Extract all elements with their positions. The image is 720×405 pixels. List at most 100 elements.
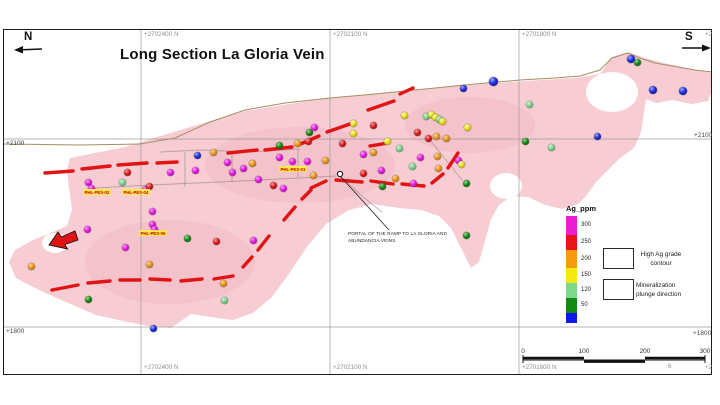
scale-bar <box>522 355 706 363</box>
drill-intercept-dot <box>279 184 287 192</box>
legend-band-value: 250 <box>581 239 592 245</box>
elevation-label: +1800 <box>693 330 712 337</box>
drill-intercept-dot <box>239 164 247 172</box>
legend-band-value: 300 <box>581 222 592 228</box>
drill-intercept-dot <box>649 86 657 94</box>
white-gap <box>586 72 638 112</box>
drill-intercept-dot <box>191 166 199 174</box>
drill-intercept-dot <box>193 151 201 159</box>
drill-intercept-dot <box>303 157 311 165</box>
scale-tick-label: 200 <box>639 348 651 355</box>
drill-intercept-dot <box>383 137 391 145</box>
drill-intercept-dot <box>433 152 441 160</box>
drill-intercept-dot <box>293 139 301 147</box>
scale-tick-label: 300 <box>699 348 711 355</box>
drill-intercept-dot <box>679 87 687 95</box>
drill-intercept-dot <box>427 110 435 118</box>
pink-mottling <box>85 220 255 304</box>
drill-intercept-dot <box>416 153 424 161</box>
legend-contour-box <box>603 248 634 269</box>
drill-intercept-dot <box>488 76 498 86</box>
drill-intercept-dot <box>84 178 92 186</box>
drill-intercept-dot <box>275 141 283 149</box>
white-gap <box>490 173 522 199</box>
drillhole-label: PHL-PES-02 <box>83 189 111 196</box>
drill-intercept-dot <box>378 182 386 190</box>
scale-tick-label: 0 <box>521 348 525 355</box>
drill-intercept-dot <box>288 157 296 165</box>
drill-intercept-dot <box>462 179 470 187</box>
drill-intercept-dot <box>627 55 635 63</box>
legend-color-band <box>566 298 577 313</box>
elevation-label: +2100 <box>694 132 713 139</box>
portal-annotation-line2: ABUNDANCIA VEINS. <box>348 238 397 244</box>
drill-intercept-dot <box>633 58 641 66</box>
high-ag-grade-contour <box>43 86 460 292</box>
drillhole-label: PHL-PES-04 <box>122 189 150 196</box>
grid-coordinate-label: +2702100 N <box>333 364 368 371</box>
legend-color-band <box>566 250 577 268</box>
legend-band-value: 50 <box>581 302 588 308</box>
drill-intercept-dot <box>395 144 403 152</box>
drill-intercept-dot <box>593 132 601 140</box>
drill-intercept-dot <box>521 137 529 145</box>
south-arrow <box>682 44 711 52</box>
drill-intercept-dot <box>150 225 158 233</box>
drill-intercept-dot <box>463 123 471 131</box>
drill-intercept-dot <box>254 175 262 183</box>
grid-coordinate-label: +2701800 N <box>522 364 557 371</box>
drill-intercept-dot <box>220 296 228 304</box>
drill-intercept-dot <box>248 159 256 167</box>
drill-intercept-dot <box>149 324 157 332</box>
drill-intercept-dot <box>442 134 450 142</box>
drill-intercept-dot <box>434 164 442 172</box>
drill-intercept-dot <box>321 156 329 164</box>
pink-mottling <box>205 127 395 203</box>
drill-intercept-dot <box>212 237 220 245</box>
drill-intercept-dot <box>391 174 399 182</box>
legend-band-value: 120 <box>581 287 592 293</box>
drill-intercept-dot <box>228 168 236 176</box>
drill-intercept-dot <box>275 153 283 161</box>
drill-intercept-dot <box>310 123 318 131</box>
drill-intercept-dot <box>338 139 346 147</box>
drill-intercept-dot <box>349 129 357 137</box>
drill-intercept-dot <box>118 178 126 186</box>
drill-intercept-dot <box>121 243 129 251</box>
drill-intercept-dot <box>87 184 95 192</box>
drill-intercept-dot <box>377 166 385 174</box>
legend-color-band <box>566 313 577 323</box>
drill-intercept-dot <box>309 171 317 179</box>
annotation-leader-line <box>340 176 390 231</box>
elevation-label: +2100 <box>6 140 25 147</box>
drill-intercept-dot <box>432 132 440 140</box>
drill-intercept-dot <box>438 117 446 125</box>
legend-plunge-label: Mineralization plunge direction <box>636 282 682 298</box>
drill-intercept-dot <box>83 225 91 233</box>
drill-intercept-dot <box>148 220 156 228</box>
legend-contour-label: High Ag grade contour <box>640 251 682 267</box>
drill-intercept-dot <box>219 279 227 287</box>
page-title: Long Section La Gloria Vein <box>120 46 325 63</box>
grid-coordinate-label: +2702400 N <box>144 364 179 371</box>
grid-coordinate-label: +2702100 N <box>333 31 368 38</box>
drill-intercept-dot <box>27 262 35 270</box>
grid-coordinate-label: 6 <box>668 363 672 370</box>
mineralization-plunge-arrow <box>48 230 79 250</box>
drill-intercept-dot <box>369 148 377 156</box>
grid-coordinate-label: +2 <box>705 31 713 38</box>
north-arrow <box>14 46 43 54</box>
drill-intercept-dot <box>123 168 131 176</box>
drill-intercept-dot <box>547 143 555 151</box>
legend-title: Ag_ppm <box>566 204 596 213</box>
legend-color-band <box>566 235 577 250</box>
portal-marker <box>336 170 344 178</box>
elevation-label: +1800 <box>6 328 25 335</box>
drill-intercept-dot <box>145 182 153 190</box>
drill-intercept-dot <box>462 231 470 239</box>
drill-intercept-dot <box>400 111 408 119</box>
portal-annotation-line1: PORTAL OF THE RAMP TO LA GLORIA AND <box>348 231 447 236</box>
drill-intercept-dot <box>454 156 462 164</box>
